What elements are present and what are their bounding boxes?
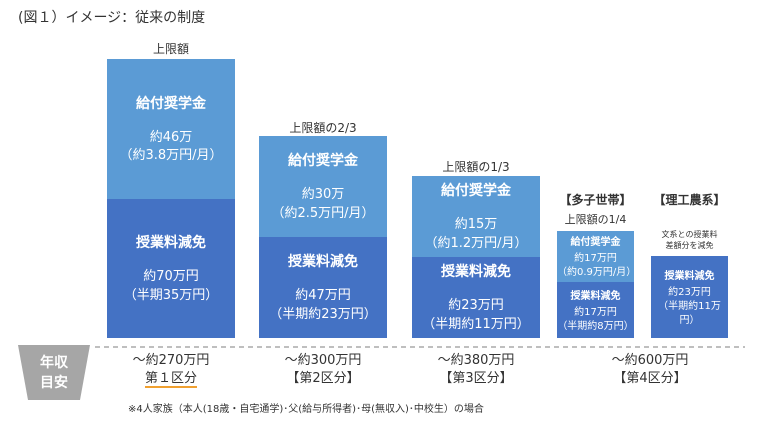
tuition-amount: 約23万円 <box>448 298 504 314</box>
grant-block: 給付奨学金約15万 （約1.2万円/月） <box>412 176 540 257</box>
income-badge <box>18 345 90 400</box>
income-bracket: 【第3区分】 <box>439 371 513 386</box>
grant-amount: 約17万円 <box>574 253 617 264</box>
grant-label: 給付奨学金 <box>136 95 206 112</box>
grant-amount: 約46万 <box>149 129 193 145</box>
tuition-sub: （半期約23万円） <box>269 306 377 322</box>
income-range: ～約600万円 <box>611 353 689 368</box>
grant-block: 給付奨学金約46万 （約3.8万円/月） <box>107 59 235 199</box>
tuition-amount: 約17万円 <box>574 306 617 318</box>
tuition-label: 授業料減免 <box>136 235 206 252</box>
column-header: 【多子世帯】 <box>559 193 632 207</box>
tuition-detail: 約47万円 （半期約23万円） <box>269 287 377 323</box>
tuition-sub: （半期約11万円） <box>658 300 721 326</box>
grant-amount: 約30万 <box>301 187 345 203</box>
tuition-block: 授業料減免約17万円 （半期約8万円） <box>557 282 634 338</box>
income-bracket: 【第4区分】 <box>613 371 687 386</box>
income-label: 年収 <box>40 355 68 371</box>
income-bracket: 第１区分 <box>144 367 198 388</box>
tuition-sub: （半期約8万円） <box>557 320 634 332</box>
tuition-amount: 約23万円 <box>668 286 711 298</box>
grant-block: 給付奨学金約30万 （約2.5万円/月） <box>259 136 387 237</box>
column-header: 【理工農系】 <box>653 193 726 207</box>
tuition-detail: 約17万円 （半期約8万円） <box>557 306 633 334</box>
cap-label: 上限額の1/4 <box>564 213 627 226</box>
tuition-label: 授業料減免 <box>288 254 358 271</box>
grant-block: 給付奨学金約17万円 （約0.9万円/月） <box>557 231 637 282</box>
grant-sub: （約0.9万円/月） <box>557 267 637 278</box>
footnote: ※4人家族（本人(18歳・自宅通学)･父(給与所得者)･母(無収入)･中校生）の… <box>128 404 484 415</box>
tuition-block: 授業料減免約23万円 （半期約11万円） <box>412 257 540 338</box>
grant-label: 給付奨学金 <box>441 183 511 200</box>
income-range: ～約380万円 <box>437 353 515 368</box>
tuition-label: 授業料減免 <box>441 264 511 281</box>
tuition-label: 授業料減免 <box>664 270 715 282</box>
tuition-label: 授業料減免 <box>570 290 621 302</box>
income-range: ～約270万円 <box>132 353 210 368</box>
grant-sub: （約1.2万円/月） <box>424 235 528 251</box>
tuition-block: 授業料減免約70万円 （半期35万円） <box>107 199 235 338</box>
grant-label: 給付奨学金 <box>288 153 358 170</box>
cap-label: 上限額の1/3 <box>442 160 510 174</box>
income-label: 目安 <box>40 375 68 391</box>
note: 文系との授業料 <box>661 230 718 239</box>
tuition-amount: 約47万円 <box>295 288 351 304</box>
tuition-sub: （半期35万円） <box>123 287 219 303</box>
grant-detail: 約15万 （約1.2万円/月） <box>424 216 527 252</box>
note: 差額分を減免 <box>665 241 714 250</box>
grant-detail: 約46万 （約3.8万円/月） <box>119 129 222 165</box>
cap-label: 上限額の2/3 <box>289 121 357 135</box>
tuition-block: 授業料減免約47万円 （半期約23万円） <box>259 237 387 338</box>
income-bracket: 【第2区分】 <box>286 371 360 386</box>
grant-detail: 約30万 （約2.5万円/月） <box>271 186 374 222</box>
tuition-detail: 約23万円 （半期約11万円） <box>651 286 728 328</box>
title: (図１）イメージ：従来の制度 <box>18 10 206 26</box>
grant-sub: （約3.8万円/月） <box>119 148 223 163</box>
grant-sub: （約2.5万円/月） <box>271 205 375 221</box>
cap-label: 上限額 <box>152 42 190 56</box>
grant-detail: 約17万円 （約0.9万円/月） <box>557 252 637 280</box>
tuition-block: 授業料減免約23万円 （半期約11万円） <box>651 256 728 338</box>
grant-amount: 約15万 <box>454 217 498 233</box>
grant-label: 給付奨学金 <box>570 237 621 248</box>
tuition-sub: （半期約11万円） <box>422 316 530 332</box>
tuition-detail: 約70万円 （半期35万円） <box>124 268 219 304</box>
tuition-amount: 約70万円 <box>143 269 199 285</box>
tuition-detail: 約23万円 （半期約11万円） <box>422 297 530 333</box>
income-range: ～約300万円 <box>284 353 362 368</box>
